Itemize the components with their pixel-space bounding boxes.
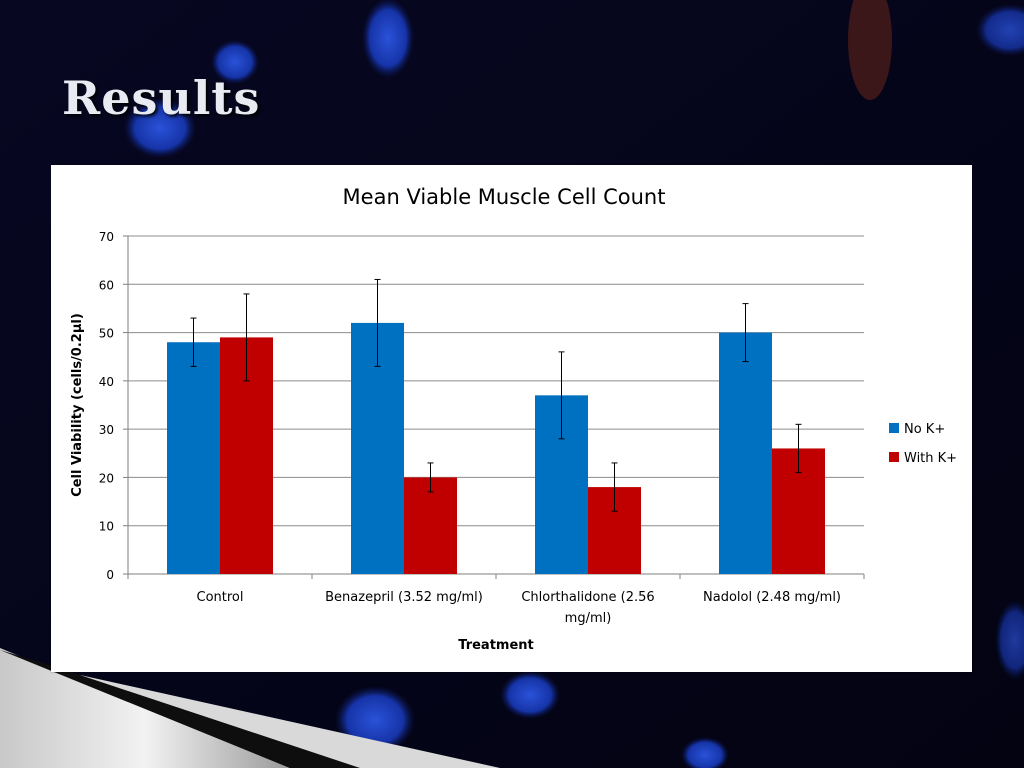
y-tick-label: 30 bbox=[99, 423, 114, 437]
x-tick-label: Chlorthalidone (2.56 bbox=[521, 590, 654, 605]
chart-title: Mean Viable Muscle Cell Count bbox=[343, 185, 666, 209]
legend-label: With K+ bbox=[904, 451, 957, 466]
slide-title: Results bbox=[62, 71, 261, 125]
y-tick-label: 60 bbox=[99, 278, 114, 292]
bar-no-k- bbox=[167, 342, 220, 574]
bar-no-k- bbox=[719, 332, 772, 574]
y-tick-label: 10 bbox=[99, 520, 114, 534]
x-tick-label: Benazepril (3.52 mg/ml) bbox=[325, 590, 483, 605]
y-tick-label: 70 bbox=[99, 230, 114, 244]
y-tick-label: 40 bbox=[99, 375, 114, 389]
bar-chart: Mean Viable Muscle Cell Count 0 10 20 30 40 50… bbox=[70, 185, 957, 653]
x-tick-label: mg/ml) bbox=[565, 611, 612, 626]
x-axis-title: Treatment bbox=[458, 638, 534, 653]
legend-swatch bbox=[889, 423, 899, 433]
y-axis-title: Cell Viability (cells/0.2µl) bbox=[70, 313, 85, 497]
y-tick-label: 20 bbox=[99, 471, 114, 485]
bar-with-k- bbox=[404, 477, 457, 574]
y-tick-label: 50 bbox=[99, 327, 114, 341]
x-tick-label: Control bbox=[197, 590, 244, 605]
legend-swatch bbox=[889, 452, 899, 462]
y-tick-label: 0 bbox=[106, 568, 114, 582]
x-tick-label: Nadolol (2.48 mg/ml) bbox=[703, 590, 841, 605]
legend-label: No K+ bbox=[904, 422, 945, 437]
chart-panel: Mean Viable Muscle Cell Count 0 10 20 30 40 50… bbox=[51, 165, 972, 672]
